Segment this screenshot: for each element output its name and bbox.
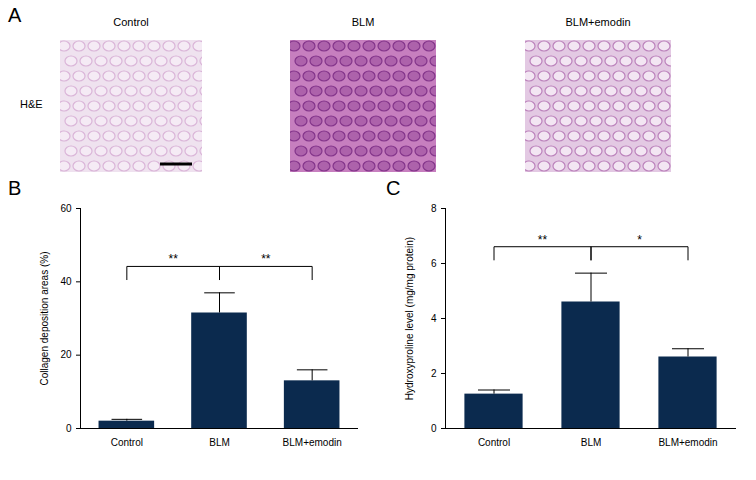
svg-text:BLM+emodin: BLM+emodin	[283, 437, 342, 448]
html-text:BLM+emodin: BLM+emodin	[565, 16, 631, 28]
html-text:A: A	[8, 4, 22, 26]
html-text:C: C	[386, 177, 401, 199]
html-text:B: B	[8, 177, 22, 199]
svg-text:20: 20	[60, 349, 72, 360]
svg-text:BLM: BLM	[209, 437, 230, 448]
svg-text:4: 4	[431, 313, 437, 324]
svg-text:6: 6	[431, 258, 437, 269]
svg-text:Control: Control	[478, 437, 510, 448]
svg-text:Collagen deposition areas (%): Collagen deposition areas (%)	[39, 252, 50, 386]
svg-text:Hydroxyproline level (mg/mg pr: Hydroxyproline level (mg/mg protein)	[404, 237, 415, 400]
svg-text:**: **	[168, 252, 178, 266]
html-text:BLM: BLM	[351, 16, 375, 28]
svg-text:0: 0	[431, 423, 437, 434]
svg-text:*: *	[637, 233, 642, 247]
svg-text:40: 40	[60, 276, 72, 287]
svg-text:**: **	[261, 252, 271, 266]
svg-text:Control: Control	[111, 437, 143, 448]
html-text:Control: Control	[113, 16, 149, 28]
svg-text:**: **	[538, 233, 548, 247]
svg-text:60: 60	[60, 203, 72, 214]
svg-text:2: 2	[431, 368, 437, 379]
svg-text:BLM+emodin: BLM+emodin	[658, 437, 717, 448]
svg-text:0: 0	[66, 423, 72, 434]
html-text:H&E: H&E	[20, 98, 43, 110]
svg-text:8: 8	[431, 203, 437, 214]
svg-text:BLM: BLM	[581, 437, 602, 448]
